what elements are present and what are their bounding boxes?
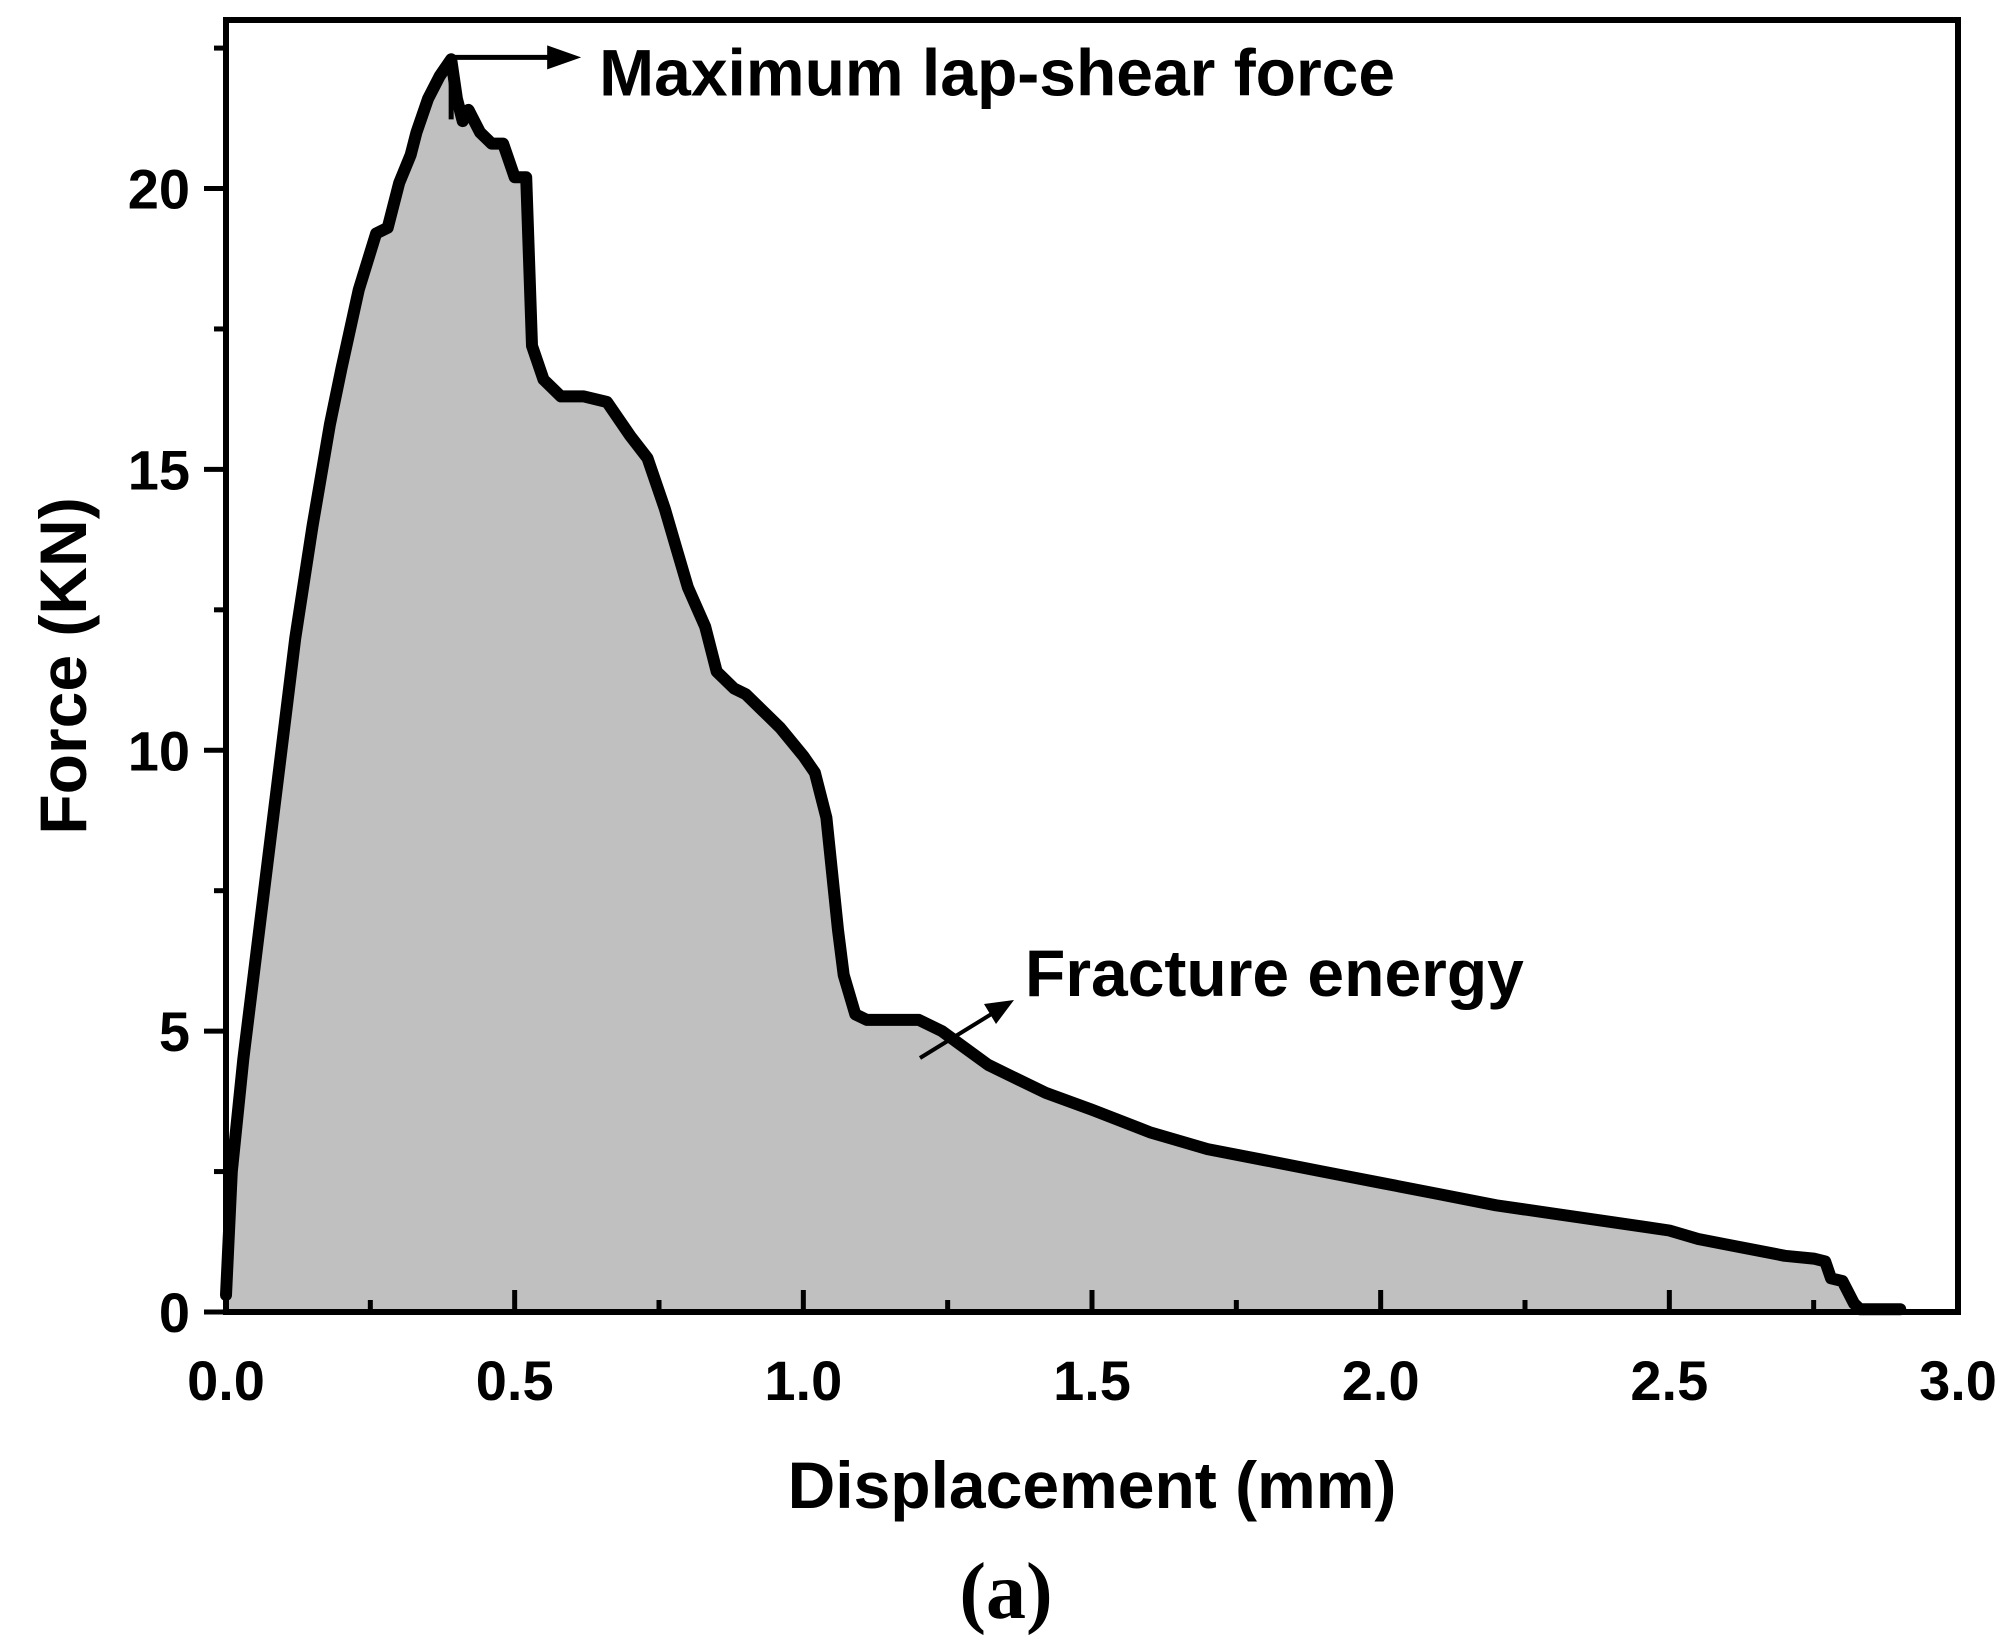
- x-tick-label: 0.5: [476, 1349, 554, 1412]
- area-annotation: Fracture energy: [918, 936, 1524, 1060]
- x-tick-label: 1.5: [1053, 1349, 1131, 1412]
- force-displacement-curve: [220, 53, 1907, 1316]
- peak-annotation: Maximum lap-shear force: [448, 35, 1395, 120]
- series-line: [220, 53, 1907, 1316]
- area-fill: [226, 59, 1901, 1312]
- y-tick-label: 15: [128, 438, 190, 501]
- y-tick-label: 10: [128, 719, 190, 782]
- fracture-energy-area: [226, 59, 1901, 1312]
- panel-label: (a): [959, 1548, 1052, 1636]
- x-tick-label: 0.0: [187, 1349, 265, 1412]
- area-arrow: [918, 1008, 1000, 1060]
- peak-arrow: [448, 54, 552, 120]
- x-tick-label: 3.0: [1919, 1349, 1997, 1412]
- peak-annotation-label: Maximum lap-shear force: [599, 35, 1395, 109]
- y-tick-label: 5: [159, 1000, 190, 1063]
- x-axis-title: Displacement (mm): [788, 1448, 1397, 1522]
- y-tick-label: 0: [159, 1281, 190, 1344]
- y-axis-title: Force (KN): [26, 497, 100, 834]
- x-tick-label: 1.0: [764, 1349, 842, 1412]
- plot-frame: [223, 17, 1961, 1315]
- x-tick-labels: 0.0 0.5 1.0 1.5 2.0 2.5 3.0: [187, 1349, 1997, 1412]
- x-tick-label: 2.5: [1630, 1349, 1708, 1412]
- area-annotation-label: Fracture energy: [1025, 936, 1524, 1010]
- peak-arrow-head: [547, 45, 582, 70]
- y-tick-label: 20: [128, 158, 190, 221]
- y-tick-labels: 0 5 10 15 20: [128, 158, 190, 1344]
- x-tick-label: 2.0: [1342, 1349, 1420, 1412]
- area-arrow-head: [984, 1000, 1014, 1024]
